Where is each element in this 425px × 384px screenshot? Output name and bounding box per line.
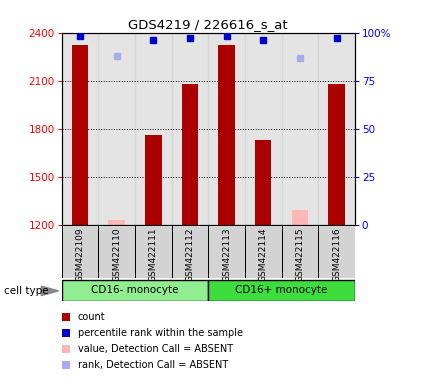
Bar bbox=[62, 225, 98, 278]
Bar bbox=[208, 225, 245, 278]
Bar bbox=[245, 33, 281, 225]
Bar bbox=[255, 140, 272, 225]
Bar bbox=[328, 84, 345, 225]
Text: GSM422109: GSM422109 bbox=[76, 227, 85, 282]
Bar bbox=[145, 135, 162, 225]
Text: percentile rank within the sample: percentile rank within the sample bbox=[78, 328, 243, 338]
Bar bbox=[62, 280, 208, 301]
Text: value, Detection Call = ABSENT: value, Detection Call = ABSENT bbox=[78, 344, 233, 354]
Text: GSM422114: GSM422114 bbox=[259, 227, 268, 282]
Text: GSM422113: GSM422113 bbox=[222, 227, 231, 282]
Text: CD16- monocyte: CD16- monocyte bbox=[91, 285, 178, 295]
Bar bbox=[172, 33, 208, 225]
Bar bbox=[135, 225, 172, 278]
Text: CD16+ monocyte: CD16+ monocyte bbox=[235, 285, 328, 295]
Bar bbox=[281, 225, 318, 278]
Bar bbox=[318, 33, 355, 225]
Bar bbox=[292, 210, 308, 225]
Bar bbox=[318, 225, 355, 278]
Text: rank, Detection Call = ABSENT: rank, Detection Call = ABSENT bbox=[78, 360, 228, 370]
Text: GSM422110: GSM422110 bbox=[112, 227, 121, 282]
Text: cell type: cell type bbox=[4, 286, 49, 296]
Bar bbox=[98, 225, 135, 278]
Bar bbox=[281, 33, 318, 225]
Text: GSM422112: GSM422112 bbox=[185, 227, 194, 282]
Bar bbox=[208, 33, 245, 225]
Bar bbox=[135, 33, 172, 225]
Bar bbox=[181, 84, 198, 225]
Bar bbox=[172, 225, 208, 278]
Text: GSM422116: GSM422116 bbox=[332, 227, 341, 282]
Text: GSM422115: GSM422115 bbox=[295, 227, 304, 282]
Bar bbox=[98, 33, 135, 225]
Polygon shape bbox=[41, 286, 59, 296]
Bar bbox=[208, 280, 355, 301]
Bar bbox=[108, 220, 125, 225]
Text: count: count bbox=[78, 312, 105, 322]
Title: GDS4219 / 226616_s_at: GDS4219 / 226616_s_at bbox=[128, 18, 288, 31]
Bar bbox=[245, 225, 281, 278]
Bar bbox=[218, 45, 235, 225]
Bar bbox=[62, 33, 98, 225]
Text: GSM422111: GSM422111 bbox=[149, 227, 158, 282]
Bar bbox=[72, 45, 88, 225]
